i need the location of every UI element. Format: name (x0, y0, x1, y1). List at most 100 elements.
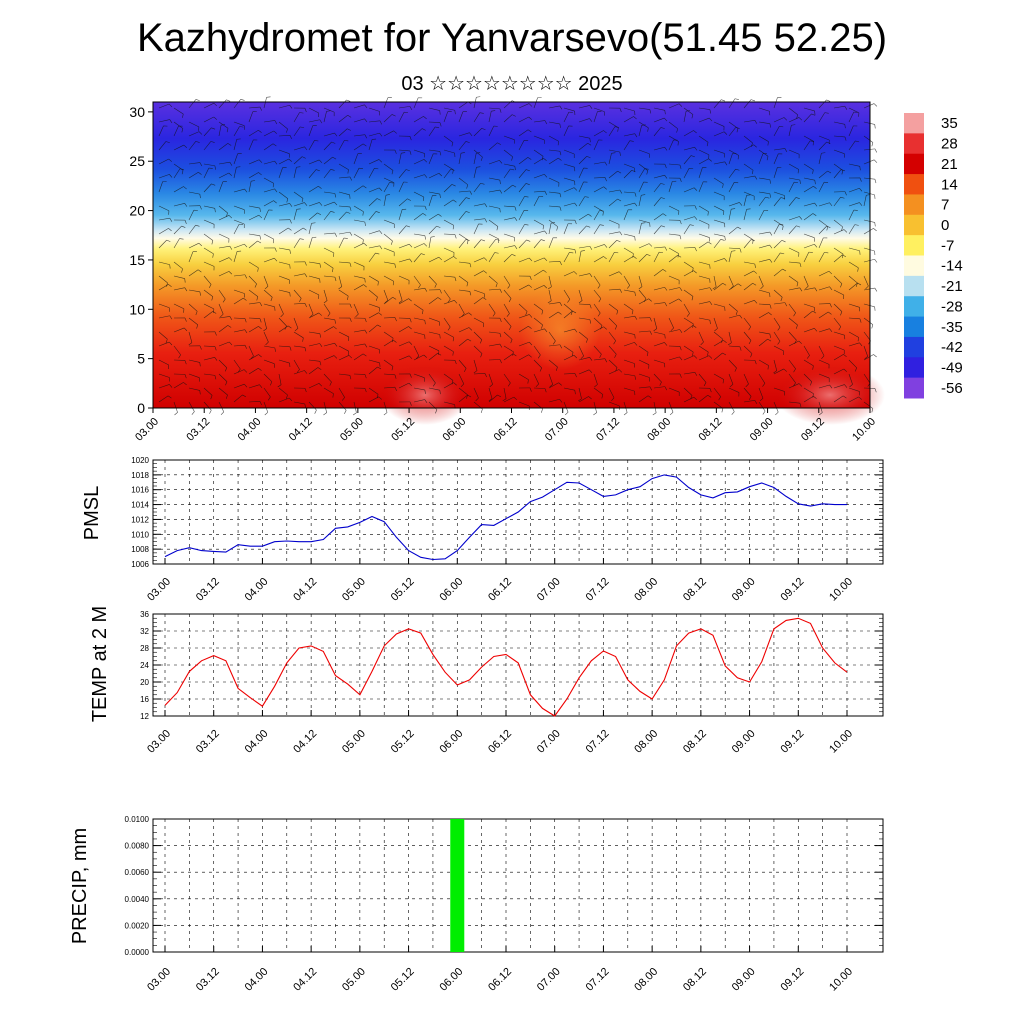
wind-barb-feather (754, 360, 757, 365)
wind-barb-feather (481, 127, 486, 131)
wind-barb (743, 300, 755, 305)
wind-barb (728, 98, 736, 109)
wind-barb-feather (254, 283, 257, 288)
wind-barb-feather (270, 381, 273, 386)
wind-barb (518, 314, 530, 319)
wind-barb (233, 99, 241, 109)
wind-barb-feather (438, 173, 443, 177)
wind-barb-feather (424, 320, 426, 325)
wind-barb-feather (646, 170, 649, 175)
wind-barb-feather (559, 123, 561, 128)
wind-barb-feather (843, 229, 848, 233)
wind-barb (368, 289, 378, 298)
wind-barb (713, 401, 724, 409)
wind-barb (728, 359, 737, 369)
wind-barb-feather (424, 288, 428, 292)
wind-barb (653, 183, 662, 193)
wind-barb-feather (736, 128, 739, 133)
wind-barb (473, 331, 483, 340)
wind-barb (518, 373, 529, 380)
wind-barb (503, 373, 511, 384)
x-tick-label: 07.12 (584, 728, 612, 756)
wind-barb-feather (364, 221, 366, 226)
wind-barb-feather (213, 102, 218, 107)
wind-barb (533, 219, 544, 226)
wind-barb (368, 120, 380, 123)
wind-barb-feather (619, 108, 622, 113)
wind-barb-feather (694, 216, 698, 220)
colorbar-label: -7 (941, 237, 954, 254)
wind-barb-feather (225, 381, 228, 386)
wind-barb-feather (652, 412, 657, 416)
wind-barb-feather (244, 274, 248, 279)
wind-barb (713, 331, 723, 340)
wind-barb (818, 401, 823, 413)
wind-barb (233, 344, 245, 347)
wind-barb (833, 384, 845, 389)
wind-barb-feather (169, 341, 173, 346)
wind-barb-feather (844, 384, 848, 388)
wind-barb (323, 342, 335, 347)
wind-barb (353, 329, 365, 333)
wind-barb-feather (437, 297, 442, 300)
wind-barb (863, 345, 868, 357)
wind-barb-feather (199, 345, 202, 350)
wind-barb (503, 289, 512, 299)
wind-barb-feather (451, 142, 454, 147)
wind-barb (488, 275, 498, 284)
wind-barb-feather (769, 193, 771, 198)
wind-barb-feather (467, 338, 472, 342)
wind-barb-feather (754, 263, 756, 268)
x-tick-label: 03.12 (184, 416, 212, 444)
wind-barb-feather (495, 238, 500, 241)
wind-barb-feather (614, 126, 619, 128)
wind-barb (488, 189, 500, 193)
wind-barb (308, 275, 320, 280)
wind-barb-feather (819, 412, 823, 416)
wind-barb-feather (527, 157, 532, 160)
wind-barb-feather (344, 410, 347, 414)
wind-barb (338, 355, 350, 361)
wind-barb (248, 261, 259, 269)
wind-barb-feather (435, 409, 438, 414)
wind-barb (683, 187, 695, 193)
wind-barb-feather (195, 311, 198, 316)
wind-barb-feather (634, 342, 638, 346)
wind-barb-feather (811, 113, 816, 116)
wind-barb-feather (211, 296, 214, 301)
wind-barb-feather (348, 355, 353, 359)
wind-barb (188, 251, 194, 263)
wind-barb (413, 149, 425, 154)
wind-barb (653, 302, 665, 305)
wind-barb (203, 247, 214, 254)
wind-barb (788, 303, 796, 313)
wind-barb-feather (524, 196, 529, 198)
wind-barb (848, 247, 860, 252)
wind-barb-feather (838, 326, 842, 331)
wind-barb (548, 105, 560, 109)
wind-barb-feather (555, 366, 558, 371)
wind-barb (278, 149, 290, 154)
wind-barb (188, 317, 198, 325)
wind-barb-feather (484, 373, 487, 378)
wind-barb (398, 106, 410, 109)
wind-barb (293, 317, 299, 329)
wind-barb (458, 373, 465, 385)
wind-barb-feather (558, 382, 562, 386)
wind-barb (323, 387, 334, 394)
wind-barb-feather (508, 298, 512, 303)
wind-barb (323, 201, 335, 207)
wind-barb-feather (258, 159, 263, 163)
wind-barb (578, 245, 590, 249)
wind-barb-feather (633, 116, 637, 120)
wind-barb-feather (421, 310, 424, 315)
wind-barb (683, 107, 694, 115)
wind-barb (263, 188, 275, 193)
wind-barb (398, 225, 407, 235)
wind-barb-feather (874, 124, 876, 129)
wind-barb-feather (439, 122, 442, 127)
wind-barb (803, 395, 814, 403)
wind-barb-feather (184, 220, 187, 224)
wind-barb (338, 140, 345, 151)
wind-barb (158, 261, 170, 265)
